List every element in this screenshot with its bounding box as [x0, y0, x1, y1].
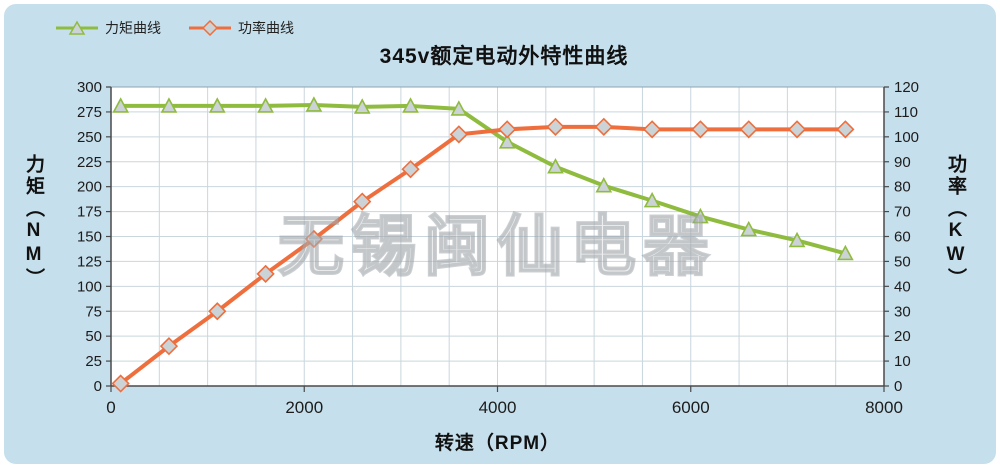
y-right-tick-label: 40 [894, 278, 911, 295]
data-marker-diamond [691, 120, 710, 139]
y-left-tick-label: 150 [77, 229, 102, 246]
x-tick-label: 0 [106, 398, 115, 417]
data-marker-diamond [739, 120, 758, 139]
data-marker-diamond [498, 120, 517, 139]
data-marker-triangle [498, 133, 516, 149]
data-marker-diamond [208, 302, 227, 321]
data-marker-triangle [305, 96, 323, 112]
data-marker-diamond [159, 337, 179, 356]
legend-item-power: 功率曲线 [187, 18, 294, 38]
data-marker-diamond [449, 125, 468, 144]
y-left-tick-label: 100 [77, 278, 102, 295]
y-left-tick-label: 200 [77, 179, 102, 196]
x-tick-label: 8000 [865, 398, 903, 417]
data-marker-triangle [595, 176, 613, 193]
data-marker-triangle [643, 191, 661, 208]
y-right-tick-label: 110 [894, 104, 918, 121]
y-right-tick-label: 90 [894, 154, 911, 171]
y-axis-left-title: 力矩（NM） [23, 154, 44, 290]
data-marker-diamond [401, 160, 420, 179]
y-left-tick-label: 125 [77, 253, 102, 270]
data-marker-diamond [304, 229, 324, 249]
series-line-triangle [118, 102, 848, 256]
data-marker-triangle [208, 97, 226, 113]
data-marker-triangle [112, 97, 130, 113]
series-line-diamond [118, 124, 848, 386]
data-marker-diamond [836, 120, 855, 139]
data-marker-triangle [450, 100, 468, 116]
data-marker-diamond [111, 374, 130, 393]
y-left-tick-label: 250 [77, 129, 102, 146]
y-right-tick-label: 50 [894, 253, 911, 270]
y-left-tick-label: 0 [94, 378, 102, 395]
y-right-tick-label: 10 [894, 353, 911, 370]
y-right-tick-label: 30 [894, 303, 911, 320]
x-tick-label: 6000 [672, 398, 710, 417]
y-left-tick-label: 175 [77, 204, 102, 221]
y-left-tick-label: 75 [85, 303, 102, 320]
y-left-tick-label: 225 [77, 154, 102, 171]
legend: 力矩曲线 功率曲线 [54, 18, 294, 38]
data-marker-diamond [546, 117, 565, 136]
x-axis-title: 转速（RPM） [434, 433, 561, 454]
data-marker-triangle [402, 97, 419, 113]
y-left-tick-label: 25 [85, 353, 102, 370]
y-left-tick-label: 50 [85, 328, 102, 345]
y-left-tick-label: 275 [77, 104, 102, 121]
y-right-tick-label: 120 [894, 79, 919, 96]
data-marker-triangle [837, 244, 854, 261]
data-marker-diamond [787, 120, 807, 139]
x-tick-label: 4000 [479, 398, 517, 417]
data-marker-triangle [547, 158, 564, 174]
data-marker-diamond [256, 264, 275, 284]
y-axis-right-title: 功率（KW） [945, 154, 966, 290]
data-marker-triangle [788, 231, 806, 248]
legend-label-power: 功率曲线 [238, 20, 294, 36]
data-marker-triangle [257, 97, 274, 113]
data-marker-diamond [353, 192, 372, 211]
data-marker-triangle [740, 220, 758, 237]
chart-title: 345v额定电动外特性曲线 [379, 45, 629, 68]
y-right-tick-label: 80 [894, 179, 911, 196]
data-marker-triangle [692, 207, 709, 224]
data-marker-diamond [594, 117, 613, 136]
y-right-tick-label: 0 [894, 378, 902, 395]
y-right-tick-label: 100 [894, 129, 919, 146]
y-right-tick-label: 20 [894, 328, 911, 345]
plot-area: 0255075100125150175200225250275300010203… [77, 79, 919, 417]
y-right-tick-label: 70 [894, 204, 911, 221]
data-marker-diamond [642, 120, 662, 139]
data-marker-triangle [160, 97, 178, 113]
y-right-tick-label: 60 [894, 229, 911, 246]
x-tick-label: 2000 [285, 398, 323, 417]
data-marker-triangle [353, 98, 371, 114]
legend-label-torque: 力矩曲线 [105, 20, 161, 36]
legend-item-torque: 力矩曲线 [54, 18, 161, 38]
y-left-tick-label: 300 [77, 79, 102, 96]
torque-marker-icon [56, 20, 98, 35]
power-marker-icon [189, 20, 231, 36]
